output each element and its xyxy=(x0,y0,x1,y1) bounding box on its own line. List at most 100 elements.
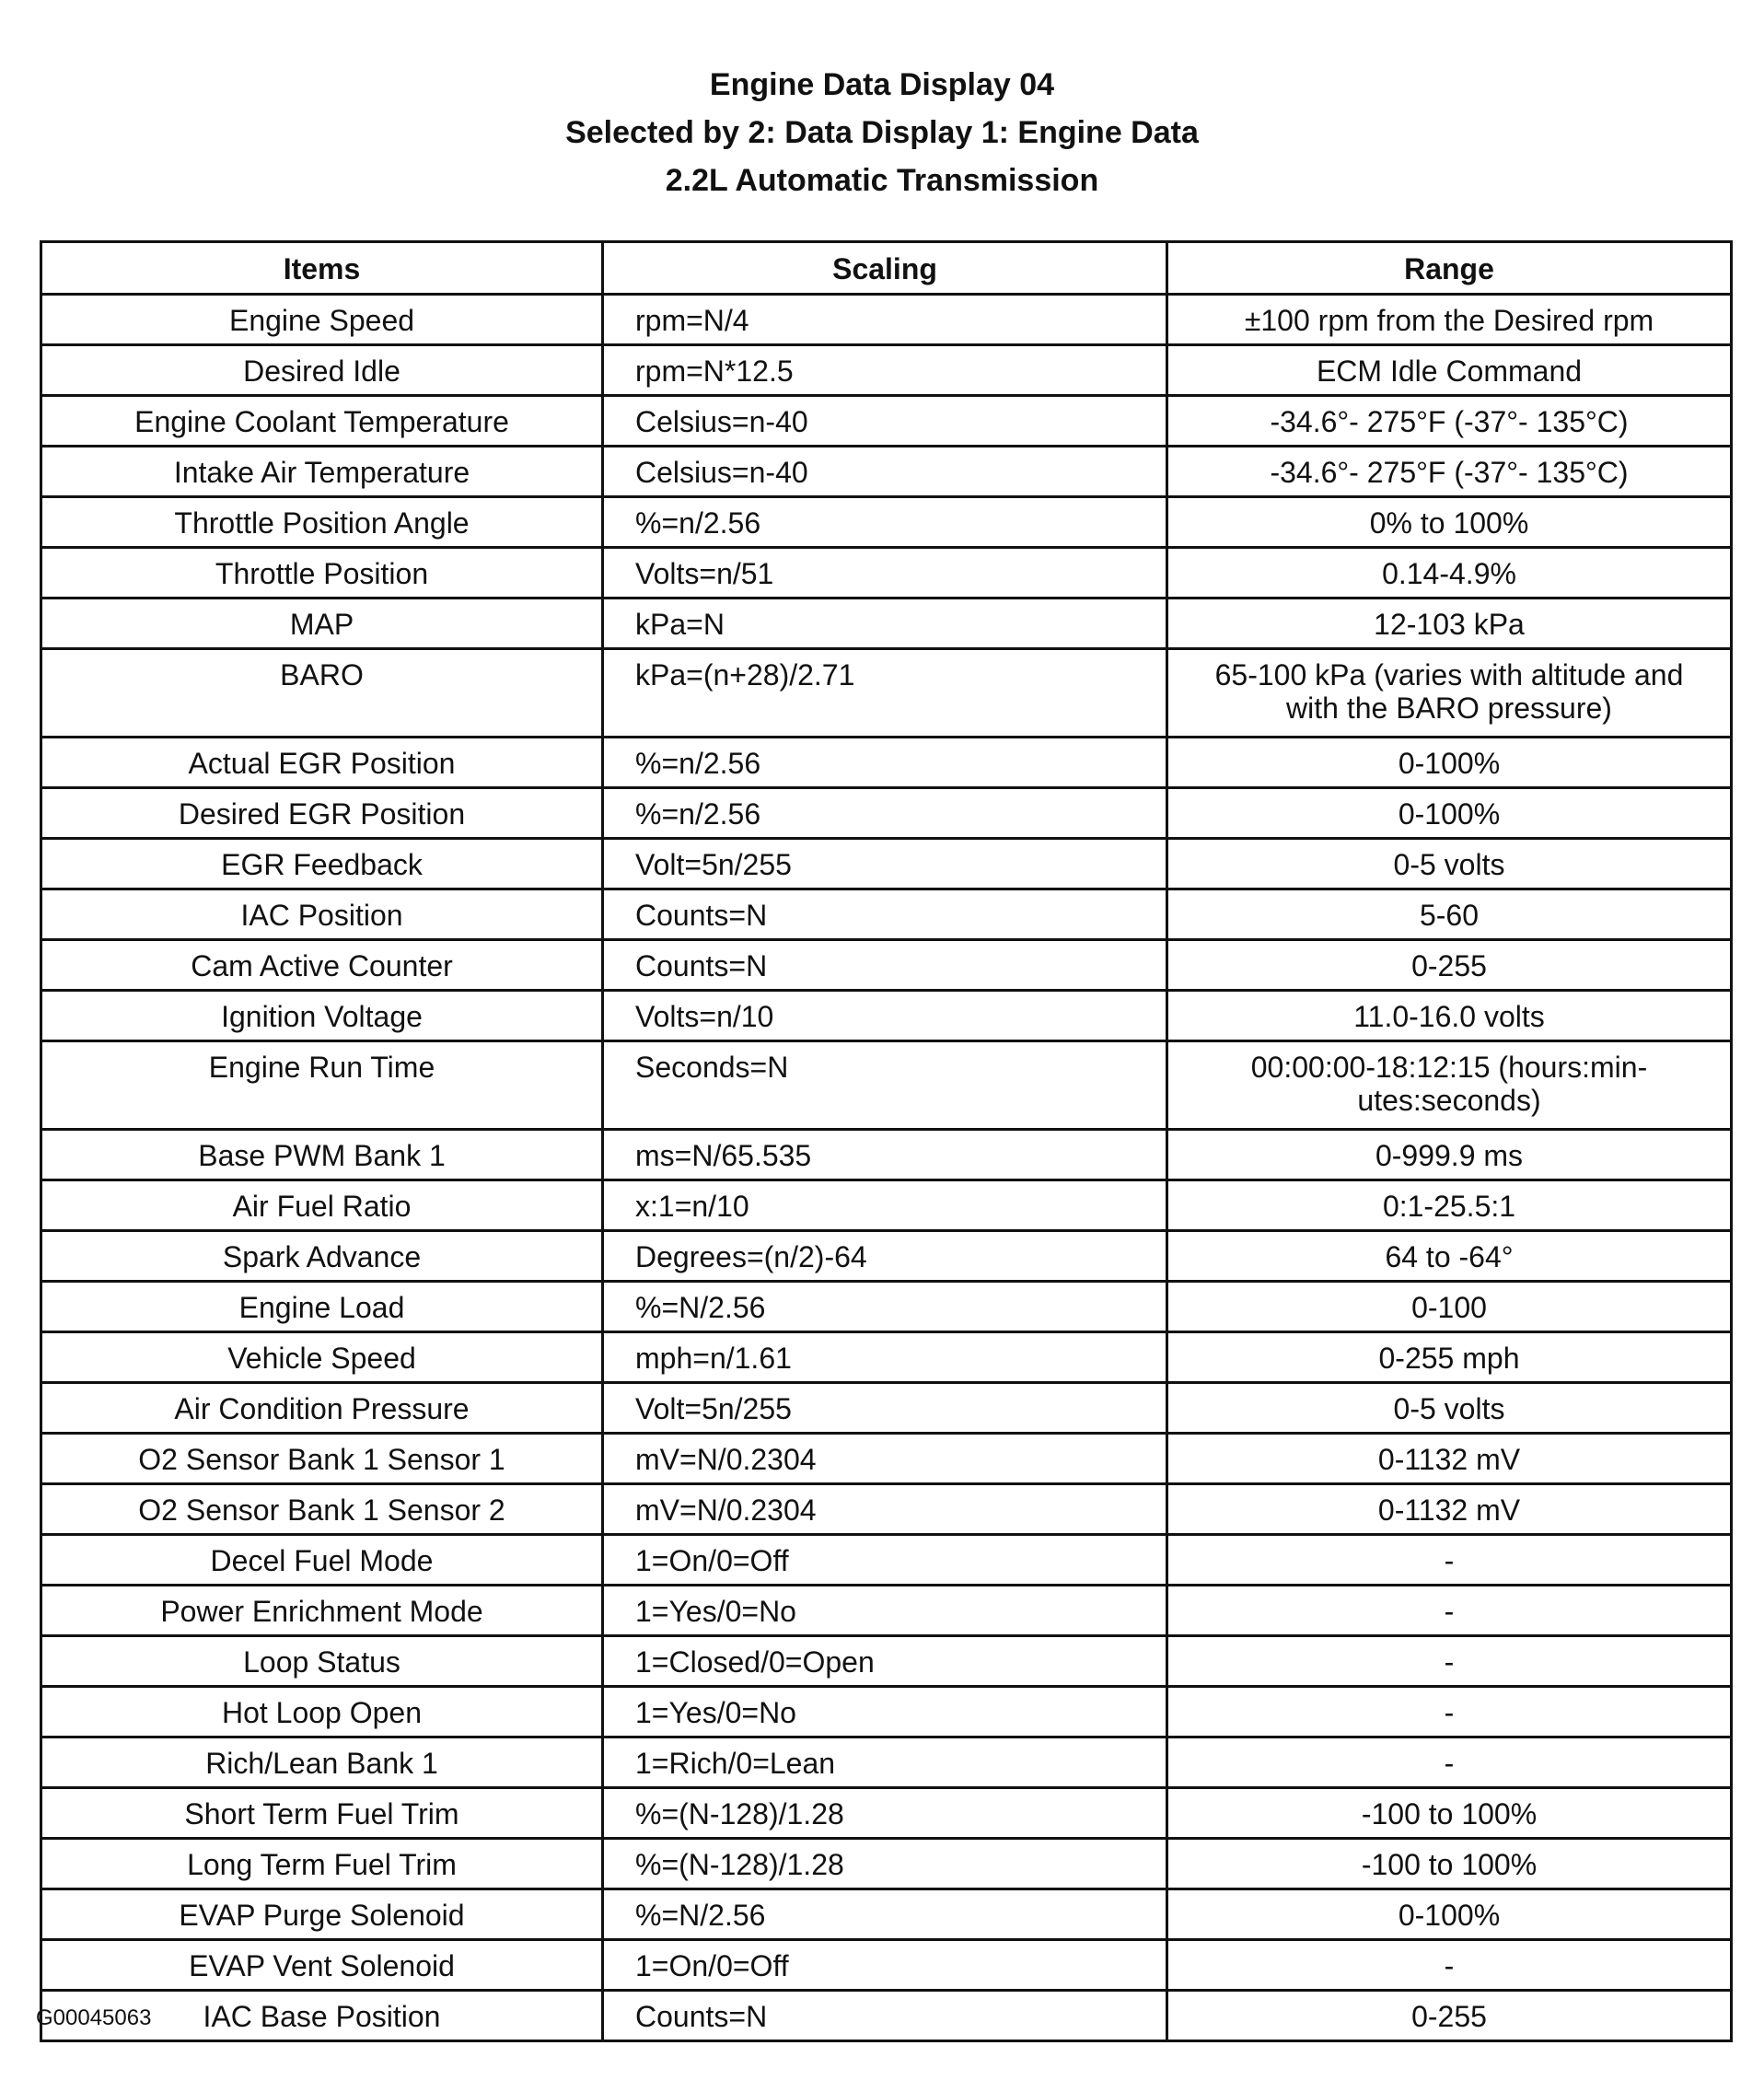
item-cell: Desired EGR Position xyxy=(40,786,604,840)
range-cell: 0-999.9 ms xyxy=(1166,1128,1733,1181)
range-cell: 00:00:00-18:12:15 (hours:min- utes:secon… xyxy=(1166,1040,1733,1131)
scaling-cell: %=N/2.56 xyxy=(601,1280,1168,1333)
scaling-cell: Degrees=(n/2)-64 xyxy=(601,1229,1168,1283)
table-row: IAC Base Position Counts=N 0-255 xyxy=(40,1989,1733,2042)
range-cell: -34.6°- 275°F (-37°- 135°C) xyxy=(1166,445,1733,498)
scaling-cell: mV=N/0.2304 xyxy=(601,1432,1168,1485)
range-cell: 11.0-16.0 volts xyxy=(1166,989,1733,1042)
scaling-cell: 1=Yes/0=No xyxy=(601,1685,1168,1738)
scaling-cell: Volts=n/51 xyxy=(601,546,1168,599)
range-cell: - xyxy=(1166,1533,1733,1586)
table-row: Actual EGR Position %=n/2.56 0-100% xyxy=(40,736,1733,789)
table-row: Short Term Fuel Trim %=(N-128)/1.28 -100 t… xyxy=(40,1786,1733,1840)
table-row: EGR Feedback Volt=5n/255 0-5 volts xyxy=(40,837,1733,890)
scaling-cell: Volt=5n/255 xyxy=(601,1381,1168,1435)
scaling-cell: Counts=N xyxy=(601,1989,1168,2042)
item-cell: Hot Loop Open xyxy=(40,1685,604,1738)
table-row: Throttle Position Volts=n/51 0.14-4.9% xyxy=(40,546,1733,599)
item-cell: Rich/Lean Bank 1 xyxy=(40,1736,604,1789)
range-cell: - xyxy=(1166,1584,1733,1637)
scaling-cell: Celsius=n-40 xyxy=(601,445,1168,498)
scaling-cell: Counts=N xyxy=(601,888,1168,941)
scaling-cell: %=(N-128)/1.28 xyxy=(601,1786,1168,1840)
item-cell: EVAP Purge Solenoid xyxy=(40,1888,604,1941)
document-subtitle: Selected by 2: Data Display 1: Engine Da… xyxy=(565,115,1199,150)
item-cell: Engine Speed xyxy=(40,293,604,346)
table-row: EVAP Vent Solenoid 1=On/0=Off - xyxy=(40,1938,1733,1992)
table-row: Rich/Lean Bank 1 1=Rich/0=Lean - xyxy=(40,1736,1733,1789)
range-cell: 0% to 100% xyxy=(1166,495,1733,549)
table-row: O2 Sensor Bank 1 Sensor 2 mV=N/0.2304 0-11… xyxy=(40,1482,1733,1536)
item-cell: IAC Base Position xyxy=(40,1989,604,2042)
table-row: O2 Sensor Bank 1 Sensor 1 mV=N/0.2304 0-11… xyxy=(40,1432,1733,1485)
table-row: Vehicle Speed mph=n/1.61 0-255 mph xyxy=(40,1331,1733,1384)
range-cell: 0-5 volts xyxy=(1166,1381,1733,1435)
range-cell: 0-100% xyxy=(1166,736,1733,789)
scaling-cell: 1=Rich/0=Lean xyxy=(601,1736,1168,1789)
table-row: Engine Speed rpm=N/4 ±100 rpm from the Des… xyxy=(40,293,1733,346)
item-cell: Power Enrichment Mode xyxy=(40,1584,604,1637)
table-row: Engine Load %=N/2.56 0-100 xyxy=(40,1280,1733,1333)
table-row: Cam Active Counter Counts=N 0-255 xyxy=(40,938,1733,992)
header-items: Items xyxy=(40,240,604,296)
range-cell: 0-255 xyxy=(1166,938,1733,992)
scaling-cell: Counts=N xyxy=(601,938,1168,992)
scaling-cell: 1=Yes/0=No xyxy=(601,1584,1168,1637)
table-row: Ignition Voltage Volts=n/10 11.0-16.0 volt… xyxy=(40,989,1733,1042)
table-row: EVAP Purge Solenoid %=N/2.56 0-100% xyxy=(40,1888,1733,1941)
range-cell: -100 to 100% xyxy=(1166,1786,1733,1840)
item-cell: Throttle Position Angle xyxy=(40,495,604,549)
item-cell: IAC Position xyxy=(40,888,604,941)
table-row: Base PWM Bank 1 ms=N/65.535 0-999.9 ms xyxy=(40,1128,1733,1181)
range-cell: 0-100% xyxy=(1166,786,1733,840)
table-row: BARO kPa=(n+28)/2.71 65-100 kPa (varies wi… xyxy=(40,647,1733,738)
item-cell: Ignition Voltage xyxy=(40,989,604,1042)
scaling-cell: %=n/2.56 xyxy=(601,786,1168,840)
scaling-cell: mV=N/0.2304 xyxy=(601,1482,1168,1536)
table-row: Long Term Fuel Trim %=(N-128)/1.28 -100 to… xyxy=(40,1837,1733,1890)
item-cell: BARO xyxy=(40,647,604,738)
range-cell: 0-5 volts xyxy=(1166,837,1733,890)
scaling-cell: kPa=(n+28)/2.71 xyxy=(601,647,1168,738)
document-subtitle-transmission: 2.2L Automatic Transmission xyxy=(665,163,1099,198)
range-cell: ECM Idle Command xyxy=(1166,343,1733,397)
item-cell: Intake Air Temperature xyxy=(40,445,604,498)
range-cell: 0-255 xyxy=(1166,1989,1733,2042)
scaling-cell: mph=n/1.61 xyxy=(601,1331,1168,1384)
item-cell: Air Fuel Ratio xyxy=(40,1179,604,1232)
scaling-cell: rpm=N*12.5 xyxy=(601,343,1168,397)
range-cell: 65-100 kPa (varies with altitude and wit… xyxy=(1166,647,1733,738)
table-row: Engine Coolant Temperature Celsius=n-40 -3… xyxy=(40,394,1733,447)
table-row: Throttle Position Angle %=n/2.56 0% to 100… xyxy=(40,495,1733,549)
range-cell: 5-60 xyxy=(1166,888,1733,941)
item-cell: O2 Sensor Bank 1 Sensor 1 xyxy=(40,1432,604,1485)
scaling-cell: ms=N/65.535 xyxy=(601,1128,1168,1181)
item-cell: Air Condition Pressure xyxy=(40,1381,604,1435)
table-row: Decel Fuel Mode 1=On/0=Off - xyxy=(40,1533,1733,1586)
item-cell: Long Term Fuel Trim xyxy=(40,1837,604,1890)
item-cell: Engine Coolant Temperature xyxy=(40,394,604,447)
document-title: Engine Data Display 04 xyxy=(709,67,1055,102)
document-title-block: Engine Data Display 04 Selected by 2: Da… xyxy=(0,61,1764,204)
item-cell: Desired Idle xyxy=(40,343,604,397)
scaling-cell: Celsius=n-40 xyxy=(601,394,1168,447)
item-cell: Decel Fuel Mode xyxy=(40,1533,604,1586)
item-cell: Loop Status xyxy=(40,1634,604,1688)
range-cell: ±100 rpm from the Desired rpm xyxy=(1166,293,1733,346)
table-row: IAC Position Counts=N 5-60 xyxy=(40,888,1733,941)
table-row: Air Fuel Ratio x:1=n/10 0:1-25.5:1 xyxy=(40,1179,1733,1232)
range-cell: 0-255 mph xyxy=(1166,1331,1733,1384)
table-row: Hot Loop Open 1=Yes/0=No - xyxy=(40,1685,1733,1738)
range-cell: -34.6°- 275°F (-37°- 135°C) xyxy=(1166,394,1733,447)
table-row: Intake Air Temperature Celsius=n-40 -34.6°… xyxy=(40,445,1733,498)
table-row: Engine Run Time Seconds=N 00:00:00-18:12:1… xyxy=(40,1040,1733,1131)
scaling-cell: 1=Closed/0=Open xyxy=(601,1634,1168,1688)
item-cell: O2 Sensor Bank 1 Sensor 2 xyxy=(40,1482,604,1536)
item-cell: Short Term Fuel Trim xyxy=(40,1786,604,1840)
item-cell: Cam Active Counter xyxy=(40,938,604,992)
scaling-cell: 1=On/0=Off xyxy=(601,1533,1168,1586)
range-cell: - xyxy=(1166,1634,1733,1688)
table-row: MAP kPa=N 12-103 kPa xyxy=(40,597,1733,650)
range-cell: - xyxy=(1166,1685,1733,1738)
scaling-cell: Volts=n/10 xyxy=(601,989,1168,1042)
